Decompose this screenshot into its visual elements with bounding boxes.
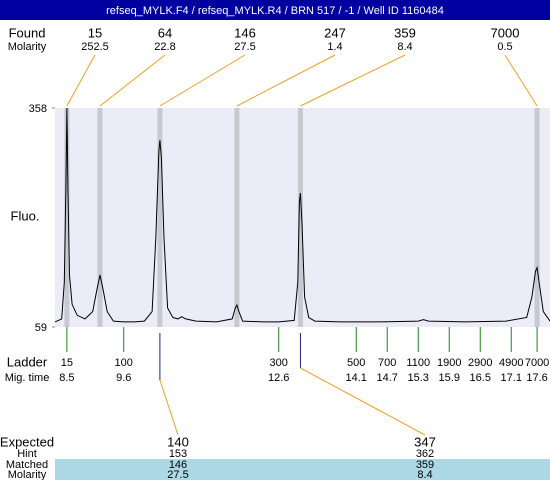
expected-size: 140 xyxy=(167,434,189,449)
found-size: 146 xyxy=(234,25,256,40)
peak-stripe xyxy=(64,108,70,327)
expected-connector xyxy=(159,379,179,436)
found-size: 247 xyxy=(324,25,346,40)
ladder-time: 15.3 xyxy=(408,372,429,384)
mig-time-label: Mig. time xyxy=(5,372,50,384)
peak-stripe xyxy=(234,108,240,327)
peak-stripe xyxy=(97,108,103,327)
hint-size: 362 xyxy=(416,448,434,460)
ladder-time: 14.7 xyxy=(377,372,398,384)
matched-molarity: 8.4 xyxy=(417,469,432,480)
peak-connector xyxy=(236,54,336,107)
ladder-size: 7000 xyxy=(525,357,549,369)
matched-size: 359 xyxy=(416,459,434,471)
found-molarity: 22.8 xyxy=(154,41,175,53)
peak-stripe xyxy=(157,108,163,327)
hint-label: Hint xyxy=(17,448,37,460)
ladder-time: 17.1 xyxy=(501,372,522,384)
molarity-row-label: Molarity xyxy=(8,469,47,480)
found-molarity: 1.4 xyxy=(327,41,342,53)
molarity-label: Molarity xyxy=(8,41,47,53)
found-size: 64 xyxy=(158,25,172,40)
header-title: refseq_MYLK.F4 / refseq_MYLK.R4 / BRN 51… xyxy=(106,5,444,17)
matched-band xyxy=(55,459,550,480)
peak-stripe xyxy=(297,108,303,327)
ladder-size: 700 xyxy=(378,357,396,369)
found-molarity: 252.5 xyxy=(81,41,109,53)
header-bar xyxy=(0,0,550,20)
y-tick-label: 59 xyxy=(35,322,47,334)
trace xyxy=(54,107,550,323)
found-size: 7000 xyxy=(491,25,520,40)
matched-molarity: 27.5 xyxy=(167,469,188,480)
found-molarity: 8.4 xyxy=(397,41,412,53)
ladder-size: 15 xyxy=(61,357,73,369)
peak-connector xyxy=(99,54,166,107)
expected-size: 347 xyxy=(414,434,436,449)
ladder-label: Ladder xyxy=(7,354,48,369)
ladder-size: 1100 xyxy=(406,357,430,369)
found-label: Found xyxy=(9,25,46,40)
peak-connector xyxy=(504,54,538,107)
ladder-time: 15.9 xyxy=(439,372,460,384)
ladder-size: 4900 xyxy=(499,357,523,369)
ladder-time: 8.5 xyxy=(59,372,74,384)
ladder-size: 300 xyxy=(270,357,288,369)
peak-connector xyxy=(159,54,246,107)
found-size: 15 xyxy=(88,25,102,40)
hint-size: 153 xyxy=(169,448,187,460)
ladder-size: 1900 xyxy=(437,357,461,369)
expected-label: Expected xyxy=(0,434,54,449)
found-molarity: 0.5 xyxy=(497,41,512,53)
expected-connector xyxy=(300,367,426,436)
peak-stripe xyxy=(534,108,540,327)
ladder-size: 100 xyxy=(115,357,133,369)
peak-connector xyxy=(300,54,406,107)
ladder-size: 500 xyxy=(347,357,365,369)
y-tick-label: 358 xyxy=(29,103,47,115)
matched-label: Matched xyxy=(6,459,48,471)
found-molarity: 27.5 xyxy=(234,41,255,53)
ladder-time: 9.6 xyxy=(116,372,131,384)
ladder-time: 17.6 xyxy=(526,372,547,384)
ladder-time: 14.1 xyxy=(346,372,367,384)
peak-connector xyxy=(66,54,96,107)
matched-size: 146 xyxy=(169,459,187,471)
ladder-time: 16.5 xyxy=(470,372,491,384)
found-size: 359 xyxy=(394,25,416,40)
ladder-size: 2900 xyxy=(468,357,492,369)
y-axis-label: Fluo. xyxy=(11,208,40,223)
ladder-time: 12.6 xyxy=(268,372,289,384)
